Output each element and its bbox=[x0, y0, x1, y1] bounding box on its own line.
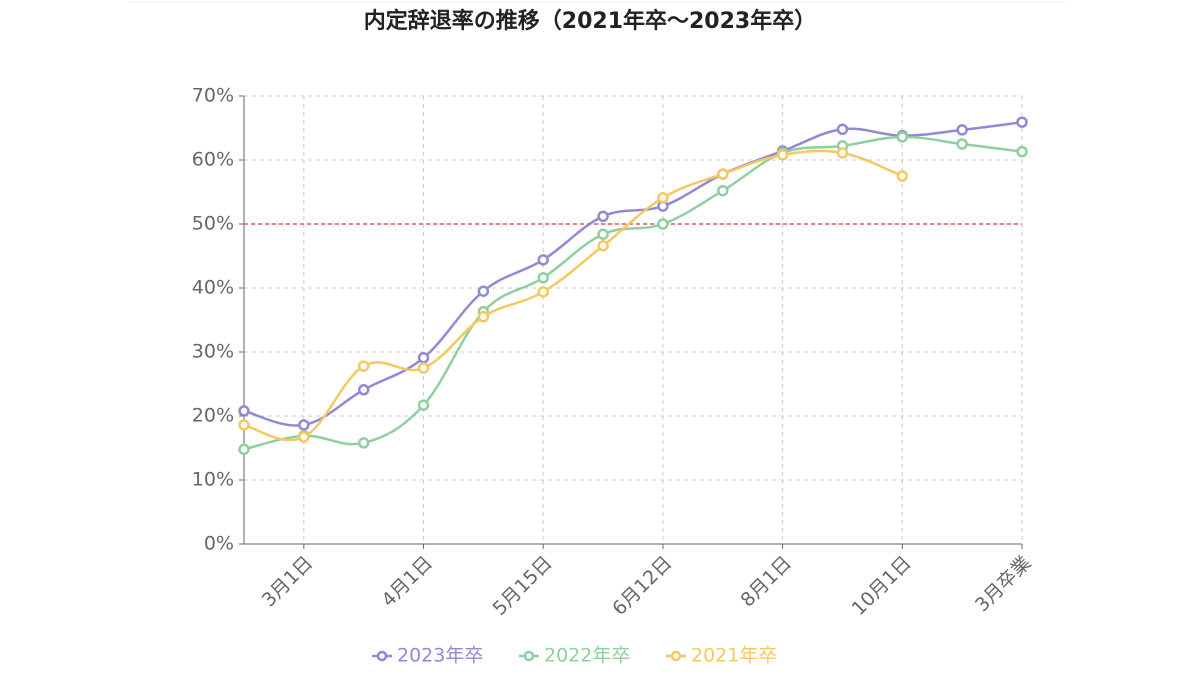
data-point bbox=[1016, 116, 1028, 128]
data-point bbox=[417, 399, 430, 411]
data-point bbox=[357, 360, 370, 372]
x-tick-label: 3月卒業 bbox=[971, 552, 1035, 616]
data-point bbox=[597, 240, 609, 252]
x-tick-label: 4月1日 bbox=[377, 552, 437, 612]
x-tick-label: 3月1日 bbox=[258, 552, 318, 612]
y-tick-label: 70% bbox=[192, 85, 234, 107]
data-point bbox=[896, 170, 909, 182]
data-point bbox=[896, 131, 909, 143]
y-tick-label: 30% bbox=[192, 341, 234, 363]
data-point bbox=[357, 384, 370, 396]
data-point bbox=[417, 352, 430, 364]
x-tick-label: 5月15日 bbox=[489, 552, 557, 620]
data-point bbox=[836, 123, 849, 136]
series-line bbox=[243, 121, 1023, 427]
data-point bbox=[717, 168, 729, 180]
legend-label: 2022年卒 bbox=[544, 645, 630, 667]
data-point bbox=[477, 311, 490, 323]
y-tick-label: 60% bbox=[192, 149, 234, 171]
legend-icon bbox=[670, 650, 682, 662]
y-tick-label: 10% bbox=[192, 469, 234, 491]
series-line bbox=[243, 135, 1023, 451]
x-tick-label: 10月1日 bbox=[848, 552, 916, 620]
legend-icon bbox=[523, 650, 535, 662]
data-point bbox=[597, 228, 609, 240]
y-tick-label: 40% bbox=[192, 277, 234, 299]
data-point bbox=[537, 272, 549, 284]
data-point bbox=[657, 192, 669, 204]
data-point bbox=[477, 285, 490, 297]
series-line bbox=[243, 149, 903, 442]
data-point bbox=[597, 210, 609, 223]
chart-title: 内定辞退率の推移（2021年卒～2023年卒） bbox=[364, 8, 816, 34]
x-tick-label: 8月1日 bbox=[737, 552, 797, 612]
data-point bbox=[357, 437, 370, 449]
data-point bbox=[537, 254, 549, 266]
data-point bbox=[657, 218, 669, 230]
legend-label: 2021年卒 bbox=[691, 645, 777, 667]
x-tick-label: 6月12日 bbox=[608, 552, 676, 620]
y-tick-label: 0% bbox=[204, 533, 234, 555]
data-point bbox=[776, 149, 789, 161]
data-point bbox=[238, 405, 250, 417]
data-point bbox=[417, 362, 430, 374]
data-point bbox=[717, 184, 729, 197]
data-point bbox=[298, 431, 310, 443]
legend-icon bbox=[376, 650, 388, 662]
data-point bbox=[238, 419, 250, 431]
legend-label: 2023年卒 bbox=[397, 645, 483, 667]
data-point bbox=[298, 419, 310, 431]
y-tick-label: 20% bbox=[192, 405, 234, 427]
data-point bbox=[956, 124, 968, 136]
data-point bbox=[836, 147, 849, 159]
data-point bbox=[238, 443, 250, 456]
data-point bbox=[1016, 145, 1028, 158]
y-tick-label: 50% bbox=[192, 213, 234, 235]
data-point bbox=[537, 286, 549, 298]
data-point bbox=[956, 138, 968, 150]
